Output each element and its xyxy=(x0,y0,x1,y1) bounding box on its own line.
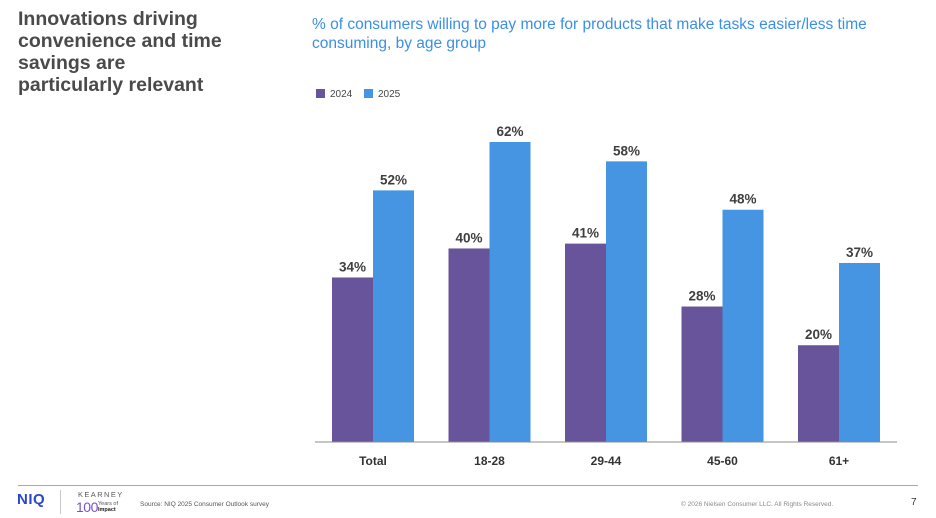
bar-value-label-2024-29-44: 41% xyxy=(572,226,599,241)
bar-2025-Total xyxy=(373,190,414,442)
bar-2024-18-28 xyxy=(448,248,490,442)
bar-2024-45-60 xyxy=(681,306,723,442)
bar-value-label-2025-18-28: 62% xyxy=(496,124,523,139)
bar-value-label-2024-45-60: 28% xyxy=(688,289,715,304)
bar-2025-29-44 xyxy=(606,161,647,442)
badge-impact: Impact xyxy=(98,507,116,513)
page-number: 7 xyxy=(911,497,917,508)
bar-value-label-2025-61+: 37% xyxy=(846,245,873,260)
legend-label-2024: 2024 xyxy=(330,89,353,100)
bar-value-labels: 34% 52% 40% 62% 41% 58% 28% 48% 20% 37% xyxy=(339,124,873,342)
legend-swatch-2025 xyxy=(364,89,373,98)
bar-2025-18-28 xyxy=(489,142,531,442)
bar-2024-Total xyxy=(332,277,373,442)
legend-swatch-2024 xyxy=(316,89,325,98)
bar-2025-61+ xyxy=(839,262,880,442)
bar-value-label-2024-18-28: 40% xyxy=(455,230,482,245)
kearney-100-badge: 100 xyxy=(76,499,98,515)
footer-divider xyxy=(18,485,918,486)
logo-divider xyxy=(60,490,61,514)
category-labels: Total 18-28 29-44 45-60 61+ xyxy=(359,454,849,468)
bar-value-label-2024-61+: 20% xyxy=(805,327,832,342)
bar-value-label-2025-29-44: 58% xyxy=(613,143,640,158)
category-label-45-60: 45-60 xyxy=(707,454,738,468)
bars xyxy=(332,142,880,442)
bar-2024-29-44 xyxy=(565,243,606,442)
legend: 2024 2025 xyxy=(316,89,401,100)
category-label-29-44: 29-44 xyxy=(591,454,622,468)
niq-logo: NIQ xyxy=(17,491,46,508)
bar-value-label-2024-Total: 34% xyxy=(339,259,366,274)
bar-value-label-2025-Total: 52% xyxy=(380,172,407,187)
badge-years-of: Years of xyxy=(98,501,118,507)
kearney-logo: KEARNEY xyxy=(78,490,124,499)
bar-2024-61+ xyxy=(798,345,839,442)
legend-label-2025: 2025 xyxy=(378,89,401,100)
chart-subtitle: % of consumers willing to pay more for p… xyxy=(312,16,867,52)
bar-value-label-2025-45-60: 48% xyxy=(729,192,756,207)
bar-2025-45-60 xyxy=(722,209,764,442)
source-note: Source: NIQ 2025 Consumer Outlook survey xyxy=(140,501,269,508)
headline: Innovations driving convenience and time… xyxy=(18,8,222,96)
kearney-100-badge-text: Years of Impact xyxy=(98,501,118,513)
category-label-61+: 61+ xyxy=(829,454,849,468)
category-label-Total: Total xyxy=(359,454,387,468)
category-label-18-28: 18-28 xyxy=(474,454,505,468)
copyright-note: © 2026 Nielsen Consumer LLC. All Rights … xyxy=(681,501,834,508)
